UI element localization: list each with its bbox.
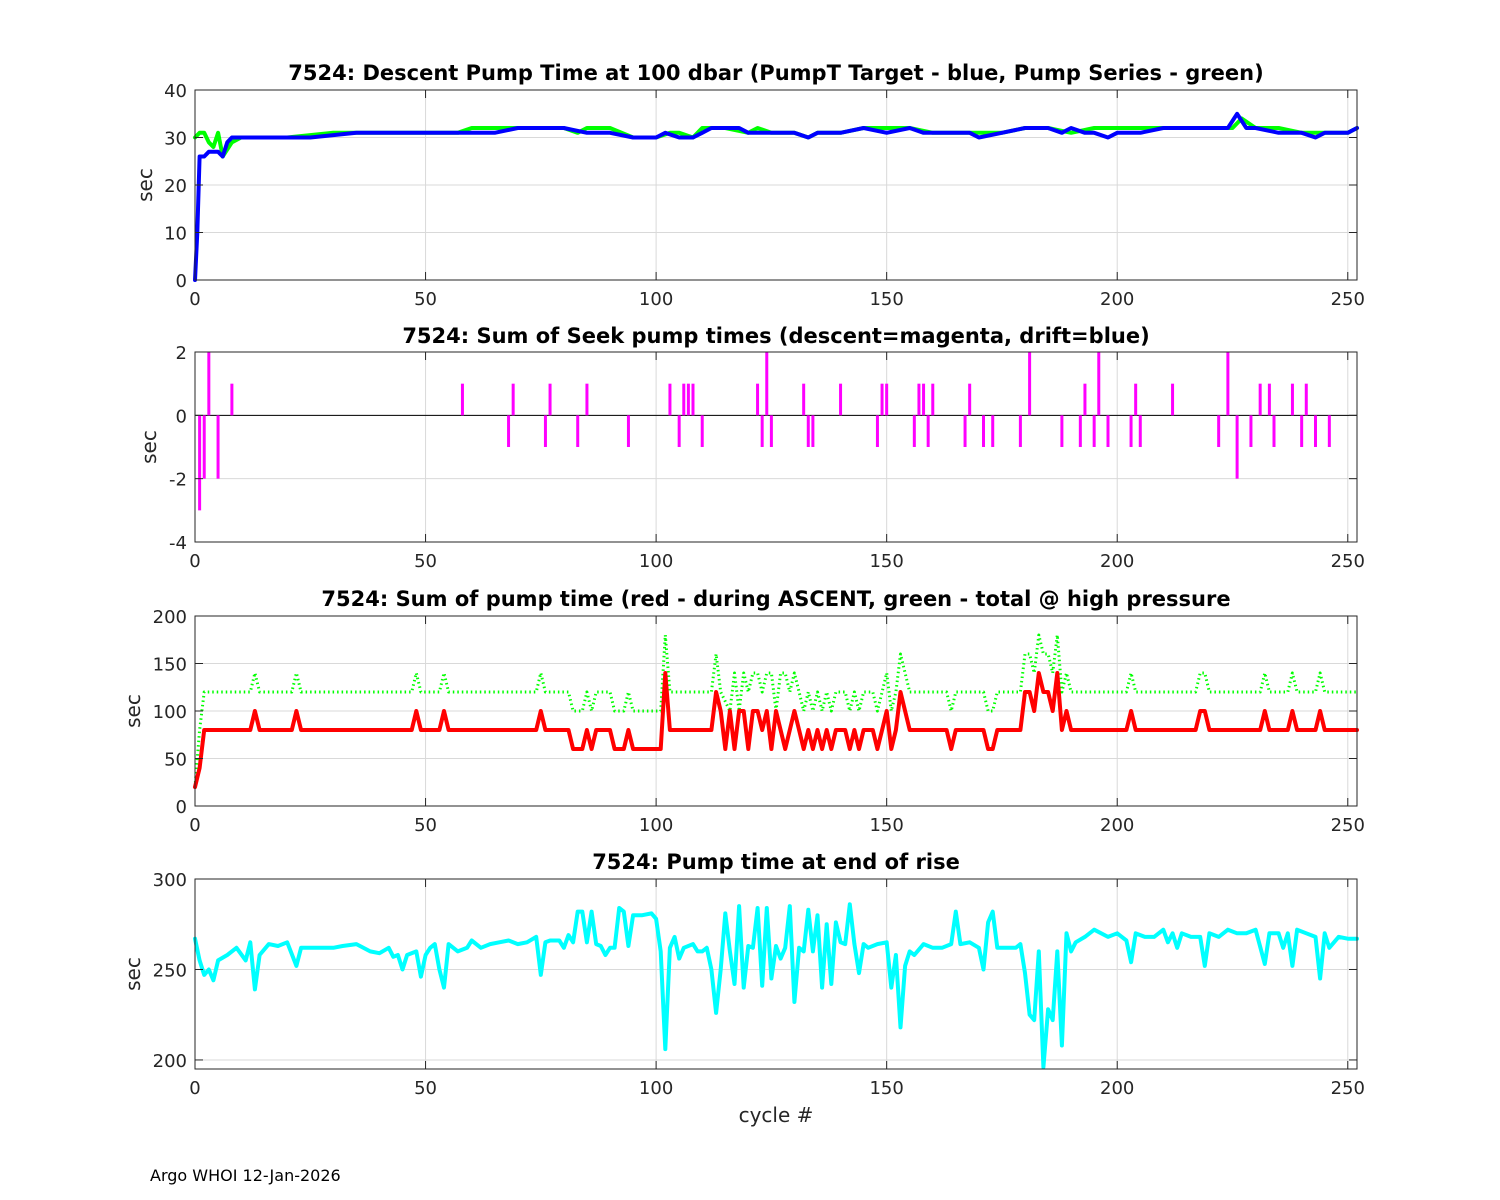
panel-3-ytick-label: 0 (176, 797, 187, 818)
panel-3-series-2-line (193, 671, 1359, 789)
panel-1-xtick-label: 150 (869, 289, 903, 310)
panel-4-xlabel: cycle # (739, 1103, 814, 1127)
panel-2-xtick-label: 200 (1100, 551, 1134, 572)
panel-4-ytick-label: 250 (153, 960, 187, 981)
panel-1-ytick-label: 40 (164, 81, 187, 102)
panel-4-xtick-label: 50 (414, 1078, 437, 1099)
panel-3-xtick-label: 0 (189, 815, 200, 836)
panel-4-title: 7524: Pump time at end of rise (592, 850, 960, 874)
panel-1: 7524: Descent Pump Time at 100 dbar (Pum… (133, 61, 1365, 310)
panel-3-title: 7524: Sum of pump time (red - during ASC… (321, 587, 1230, 611)
panel-2-ytick-label: 0 (176, 406, 187, 427)
panel-3-ytick-label: 200 (153, 607, 187, 628)
panel-1-xtick-label: 0 (189, 289, 200, 310)
panel-1-ylabel: sec (133, 168, 157, 202)
panel-2-xtick-label: 50 (414, 551, 437, 572)
panel-1-title: 7524: Descent Pump Time at 100 dbar (Pum… (288, 61, 1263, 85)
panel-2: 7524: Sum of Seek pump times (descent=ma… (137, 324, 1365, 572)
panel-1-ytick-label: 10 (164, 224, 187, 245)
panel-3-xtick-label: 150 (869, 815, 903, 836)
panel-1-ytick-label: 30 (164, 129, 187, 150)
panel-2-xtick-label: 0 (189, 551, 200, 572)
panel-2-xtick-label: 100 (639, 551, 673, 572)
panel-1-ytick-label: 0 (176, 271, 187, 292)
panel-1-xtick-label: 100 (639, 289, 673, 310)
panel-3-xtick-label: 250 (1331, 815, 1365, 836)
panel-4-ytick-label: 300 (153, 870, 187, 891)
panel-4-axes-box (194, 878, 1358, 1070)
panel-1-ytick-label: 20 (164, 176, 187, 197)
panel-3-ylabel: sec (121, 694, 145, 728)
panel-2-xtick-label: 150 (869, 551, 903, 572)
panel-2-ytick-label: 2 (176, 343, 187, 364)
panel-4-ytick-label: 200 (153, 1051, 187, 1072)
panel-2-ytick-label: -2 (169, 470, 187, 491)
panel-3-ytick-label: 150 (153, 655, 187, 676)
panel-3-series-1-line (193, 633, 1357, 788)
panel-3: 7524: Sum of pump time (red - during ASC… (121, 587, 1365, 836)
panel-3-xtick-label: 50 (414, 815, 437, 836)
panel-4-xtick-label: 0 (189, 1078, 200, 1099)
panel-2-ytick-label: -4 (169, 533, 187, 554)
panel-3-ytick-label: 100 (153, 702, 187, 723)
panel-3-xtick-label: 100 (639, 815, 673, 836)
panel-4-ylabel: sec (121, 957, 145, 991)
panel-4-xtick-label: 200 (1100, 1078, 1134, 1099)
panel-4-xtick-label: 250 (1331, 1078, 1365, 1099)
panel-4: 7524: Pump time at end of rise sec cycle… (121, 850, 1365, 1127)
panel-2-title: 7524: Sum of Seek pump times (descent=ma… (402, 324, 1149, 348)
panel-1-xtick-label: 200 (1100, 289, 1134, 310)
panel-2-xtick-label: 250 (1331, 551, 1365, 572)
panel-3-ytick-label: 50 (164, 750, 187, 771)
panel-2-ylabel: sec (137, 430, 161, 464)
panel-4-xtick-label: 100 (639, 1078, 673, 1099)
panel-1-xtick-label: 250 (1331, 289, 1365, 310)
panel-4-series-1-line (193, 902, 1359, 1070)
panel-4-xtick-label: 150 (869, 1078, 903, 1099)
footer-credit: Argo WHOI 12-Jan-2026 (150, 1166, 341, 1185)
panel-1-xtick-label: 50 (414, 289, 437, 310)
panel-1-series-2-line (193, 111, 1359, 282)
panel-2-axes-box (194, 351, 1358, 543)
panel-3-xtick-label: 200 (1100, 815, 1134, 836)
